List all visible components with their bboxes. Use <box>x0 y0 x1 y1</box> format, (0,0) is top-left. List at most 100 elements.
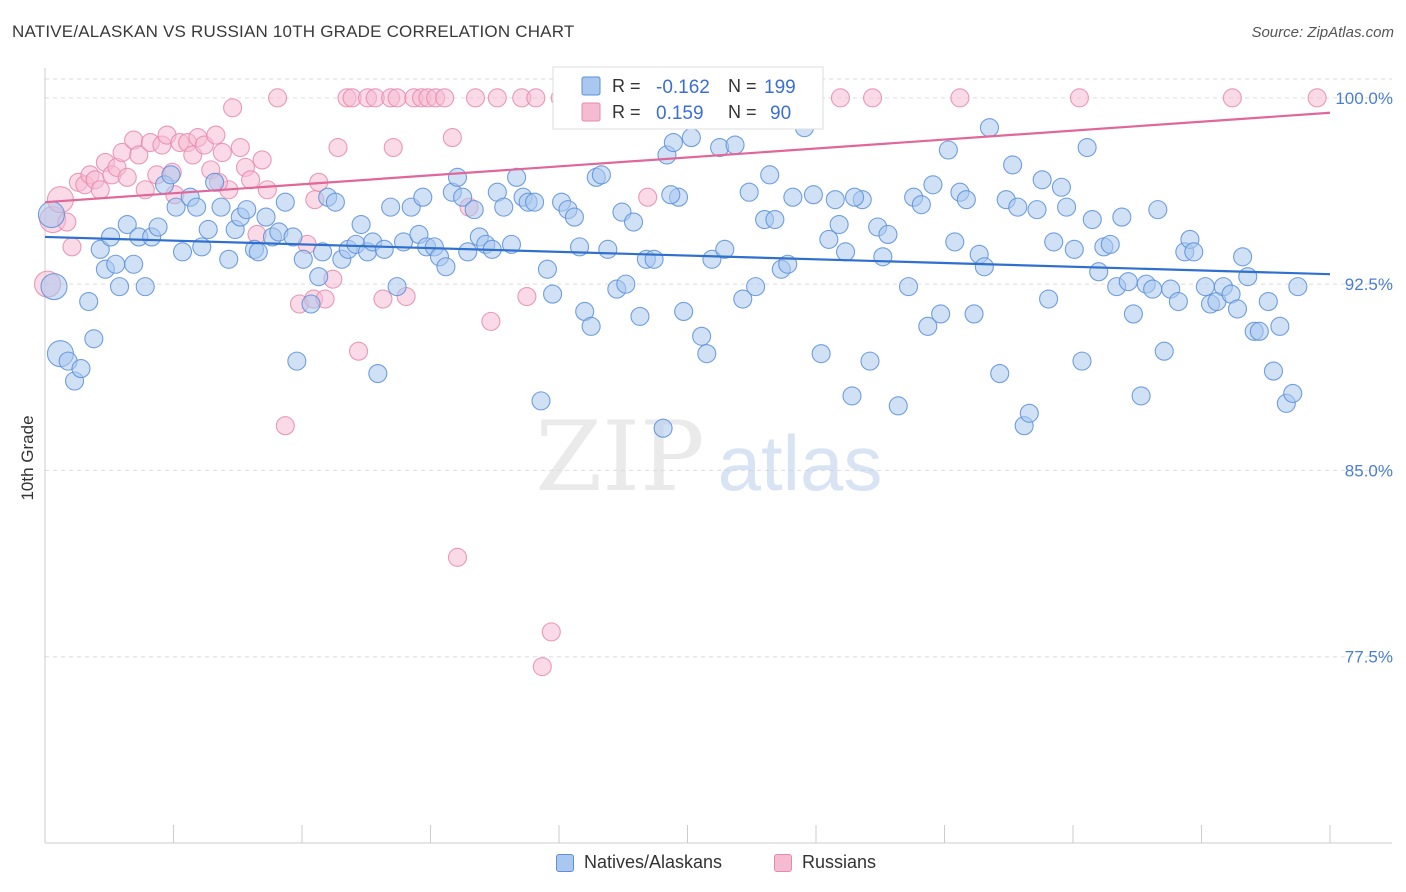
russians-point-61 <box>435 88 455 108</box>
russians-point-81 <box>950 88 970 108</box>
natives-point-139 <box>931 304 951 324</box>
natives-point-5 <box>71 359 91 379</box>
natives-point-94 <box>616 274 636 294</box>
russians-point-79 <box>830 88 850 108</box>
natives-point-11 <box>106 254 126 274</box>
russians-point-35 <box>241 170 261 190</box>
natives-point-68 <box>458 242 478 262</box>
natives-point-125 <box>829 214 849 235</box>
russians-r-value: 0.159 <box>656 103 704 124</box>
russians-point-39 <box>268 88 288 108</box>
natives-point-98 <box>644 249 664 269</box>
natives-point-174 <box>1148 200 1168 220</box>
natives-n-label: N = <box>728 76 757 96</box>
russians-point-62 <box>442 128 462 148</box>
natives-point-40 <box>287 351 307 371</box>
natives-point-144 <box>964 304 984 324</box>
natives-point-12 <box>109 277 130 297</box>
natives-point-171 <box>1131 386 1151 406</box>
natives-point-42 <box>301 294 321 314</box>
natives-point-129 <box>860 351 880 371</box>
natives-point-66 <box>447 167 468 187</box>
natives-point-170 <box>1123 304 1143 324</box>
natives-point-133 <box>888 396 908 416</box>
natives-point-159 <box>1057 197 1077 217</box>
source-credit: Source: ZipAtlas.com <box>1251 24 1394 41</box>
y-tick-label-1: 85.0% <box>1345 461 1393 480</box>
russians-point-89 <box>383 137 403 158</box>
natives-point-116 <box>765 209 785 230</box>
natives-point-101 <box>663 132 683 153</box>
russians-r-label: R = <box>612 102 641 122</box>
natives-point-109 <box>715 239 735 259</box>
natives-point-13 <box>117 214 137 235</box>
natives-point-0 <box>37 201 65 229</box>
legend-label-natives: Natives/Alaskans <box>584 852 723 872</box>
natives-point-54 <box>374 239 394 259</box>
natives-point-88 <box>581 316 601 336</box>
natives-point-197 <box>661 185 681 205</box>
russians-swatch <box>581 102 601 122</box>
natives-point-118 <box>778 254 798 274</box>
natives-point-76 <box>507 167 527 187</box>
natives-point-32 <box>237 200 257 220</box>
russians-point-38 <box>257 180 277 200</box>
natives-point-187 <box>1233 247 1253 267</box>
natives-point-43 <box>309 267 329 287</box>
natives-point-20 <box>161 165 181 185</box>
natives-point-141 <box>945 232 965 252</box>
natives-point-190 <box>1249 321 1269 341</box>
natives-point-150 <box>1003 155 1023 175</box>
trend-lines <box>44 111 1331 276</box>
natives-point-111 <box>733 289 753 309</box>
russians-point-4 <box>62 237 82 257</box>
natives-point-29 <box>219 249 239 269</box>
russians-point-55 <box>387 88 407 108</box>
russians-n-value: 90 <box>770 103 791 124</box>
natives-point-69 <box>464 200 484 220</box>
natives-point-110 <box>725 135 745 155</box>
natives-point-38 <box>275 192 295 212</box>
legend-swatch-russians <box>774 853 792 872</box>
watermark-zip: ZIP <box>535 401 704 513</box>
natives-point-188 <box>1238 267 1258 287</box>
natives-point-80 <box>531 391 551 411</box>
legend-item-natives: Natives/Alaskans <box>556 852 722 873</box>
natives-point-112 <box>739 182 759 202</box>
natives-point-173 <box>1143 279 1163 299</box>
russians-point-37 <box>252 150 272 170</box>
natives-point-166 <box>1100 234 1120 254</box>
natives-point-14 <box>124 254 144 274</box>
natives-point-75 <box>501 234 522 254</box>
natives-point-134 <box>898 277 919 297</box>
natives-point-56 <box>387 277 407 297</box>
natives-point-175 <box>1154 341 1174 361</box>
russians-point-47 <box>328 137 348 158</box>
russians-point-65 <box>465 88 486 108</box>
natives-point-53 <box>368 363 388 384</box>
natives-point-103 <box>674 301 694 322</box>
natives-point-161 <box>1072 351 1092 371</box>
natives-point-164 <box>1089 262 1109 282</box>
tick-labels: 77.5%85.0%92.5%100.0%0.0%100.0% <box>1335 89 1393 667</box>
natives-point-157 <box>1044 232 1064 252</box>
watermark-atlas: atlas <box>718 419 883 507</box>
stats-legend: R = -0.162 N = 199 R = 0.159 N = 90 <box>552 66 824 130</box>
russians-point-53 <box>373 289 393 309</box>
russians-point-71 <box>541 622 561 642</box>
russians-point-9 <box>90 180 110 200</box>
natives-point-105 <box>692 326 712 346</box>
natives-point-26 <box>198 219 218 240</box>
natives-point-21 <box>166 197 186 217</box>
russians-trend-line <box>44 111 1331 204</box>
series-legend: Natives/Alaskans Russians <box>0 852 1406 880</box>
natives-point-140 <box>938 140 958 160</box>
natives-r-label: R = <box>612 76 641 96</box>
natives-point-195 <box>1283 383 1303 403</box>
natives-point-119 <box>783 187 803 207</box>
natives-point-138 <box>923 175 943 195</box>
natives-point-85 <box>564 207 584 227</box>
russians-point-40 <box>275 416 295 436</box>
natives-point-143 <box>956 190 976 210</box>
natives-point-35 <box>256 207 276 227</box>
